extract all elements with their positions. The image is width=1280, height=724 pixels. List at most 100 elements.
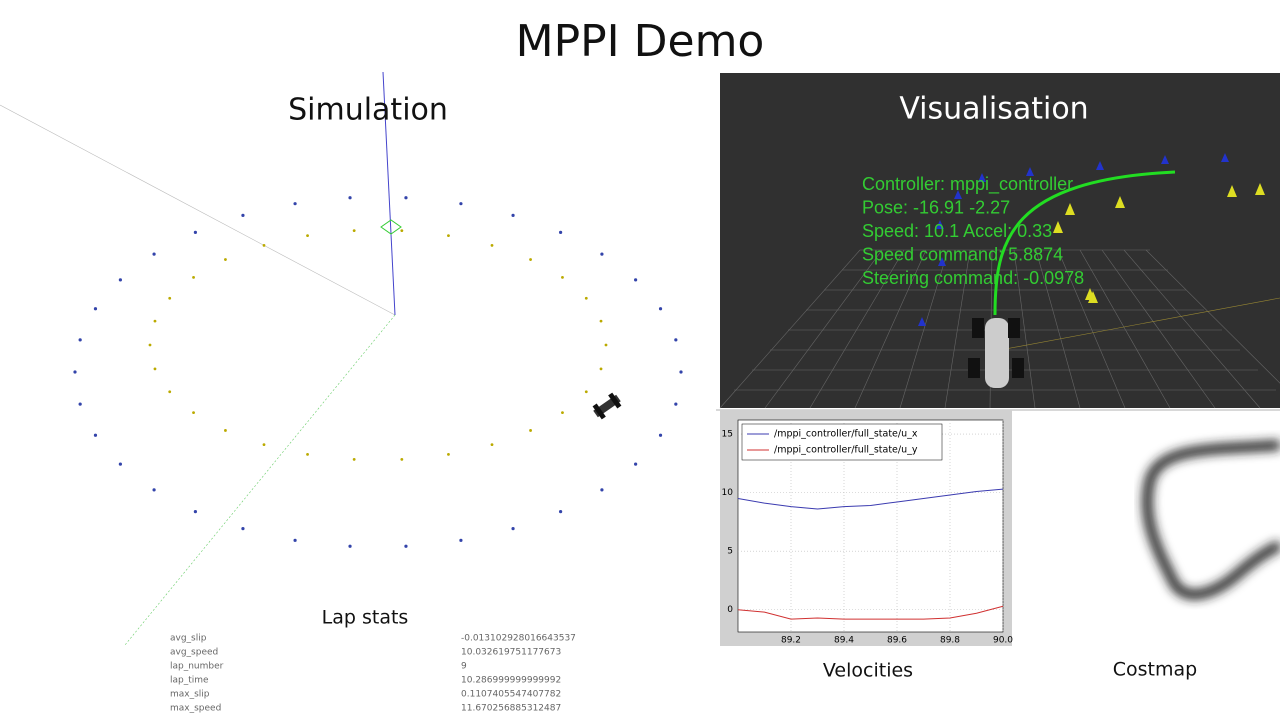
cone bbox=[1255, 183, 1265, 195]
cone bbox=[224, 429, 227, 432]
panel-title: Costmap bbox=[1113, 659, 1197, 681]
cone bbox=[978, 173, 986, 182]
cone bbox=[152, 488, 156, 492]
cone bbox=[600, 252, 604, 256]
stat-name: max_slip bbox=[170, 690, 210, 700]
cone bbox=[224, 258, 227, 261]
wheel bbox=[968, 358, 980, 378]
cone bbox=[1115, 196, 1125, 208]
cone bbox=[262, 244, 266, 247]
cone bbox=[192, 276, 195, 279]
y-tick-label: 5 bbox=[727, 547, 733, 557]
stat-name: lap_number bbox=[170, 662, 224, 672]
chart: 0 5 10 15 89.2 89.4 89.6 89.8 90.0/mppi_controll… bbox=[722, 420, 1013, 646]
cone bbox=[404, 544, 408, 548]
cone bbox=[658, 307, 663, 311]
cone bbox=[152, 252, 156, 256]
floor-grid bbox=[1035, 249, 1081, 409]
cone bbox=[679, 370, 683, 374]
car bbox=[592, 392, 622, 420]
axis-line bbox=[0, 104, 396, 316]
panel-title: Visualisation bbox=[899, 92, 1088, 127]
floor-grid bbox=[1057, 249, 1126, 409]
cone bbox=[600, 488, 604, 492]
cone bbox=[447, 452, 450, 456]
legend-label: /mppi_controller/full_state/u_y bbox=[774, 445, 918, 456]
overlay-line: Pose: -16.91 -2.27 bbox=[862, 197, 1010, 217]
cone bbox=[561, 276, 564, 279]
chart-title: Velocities bbox=[823, 660, 913, 682]
costmap-track bbox=[1142, 440, 1280, 600]
wheel bbox=[1012, 358, 1024, 378]
stat-name: lap_time bbox=[170, 676, 209, 686]
stat-value: 10.032619751177673 bbox=[461, 648, 561, 658]
cone bbox=[1227, 185, 1237, 197]
cone bbox=[118, 462, 122, 466]
cone bbox=[400, 457, 404, 461]
floor-grid bbox=[764, 249, 883, 409]
cone bbox=[584, 296, 588, 300]
visualisation-scene bbox=[716, 153, 1280, 411]
cone bbox=[306, 452, 309, 456]
trajectory bbox=[993, 170, 1176, 316]
cone bbox=[529, 258, 532, 261]
lap-stats: avg_slip -0.013102928016643537 avg_speed 10… bbox=[170, 634, 576, 714]
cone bbox=[168, 390, 172, 394]
cone bbox=[1161, 155, 1169, 164]
cone bbox=[153, 367, 157, 371]
cone bbox=[558, 510, 563, 514]
cone bbox=[148, 343, 152, 347]
series-line bbox=[737, 488, 1004, 510]
cone bbox=[599, 319, 603, 323]
cone bbox=[954, 190, 962, 199]
cone bbox=[674, 338, 678, 342]
cone bbox=[404, 196, 408, 200]
x-tick-label: 89.2 bbox=[781, 636, 801, 646]
overlay-line: Steering command: -0.0978 bbox=[862, 268, 1084, 288]
cone bbox=[262, 443, 266, 446]
cone bbox=[168, 296, 172, 300]
cone bbox=[561, 411, 564, 414]
y-tick-label: 0 bbox=[727, 605, 733, 615]
cone bbox=[73, 370, 77, 374]
stat-name: max_speed bbox=[170, 704, 221, 714]
stat-value: 10.286999999999992 bbox=[461, 676, 561, 686]
cone bbox=[193, 510, 198, 514]
cone bbox=[352, 457, 356, 461]
cone bbox=[1065, 203, 1075, 215]
cone bbox=[604, 343, 608, 347]
floor-grid bbox=[809, 249, 905, 409]
floor-grid bbox=[944, 249, 971, 409]
cone bbox=[352, 229, 356, 233]
cone bbox=[599, 367, 603, 371]
stat-name: avg_slip bbox=[170, 634, 207, 644]
overlay-line: Speed command: 5.8874 bbox=[862, 244, 1063, 264]
cone bbox=[348, 544, 352, 548]
floor-grid bbox=[719, 249, 861, 409]
car-body bbox=[985, 318, 1009, 388]
cone bbox=[78, 402, 82, 406]
panel-title: Simulation bbox=[288, 93, 448, 128]
overlay-line: Controller: mppi_controller bbox=[862, 174, 1073, 195]
simulation-scene bbox=[0, 71, 683, 646]
floor-grid bbox=[1079, 249, 1171, 409]
cone bbox=[153, 319, 157, 323]
cone bbox=[938, 257, 946, 266]
cone bbox=[293, 538, 297, 542]
stat-name: avg_speed bbox=[170, 648, 218, 658]
cone bbox=[511, 213, 515, 217]
axis-line bbox=[382, 71, 396, 316]
cone bbox=[1026, 167, 1034, 176]
axis-line bbox=[124, 314, 396, 646]
legend-box bbox=[741, 423, 943, 461]
cone bbox=[306, 234, 309, 238]
cone bbox=[1096, 161, 1104, 170]
y-tick-label: 10 bbox=[722, 488, 734, 498]
stat-value: 11.670256885312487 bbox=[461, 704, 561, 714]
series-line bbox=[737, 605, 1004, 620]
cone bbox=[459, 538, 463, 542]
cone bbox=[918, 317, 926, 326]
y-tick-label: 15 bbox=[722, 430, 733, 440]
axis-line bbox=[999, 297, 1280, 351]
cone bbox=[348, 196, 352, 200]
